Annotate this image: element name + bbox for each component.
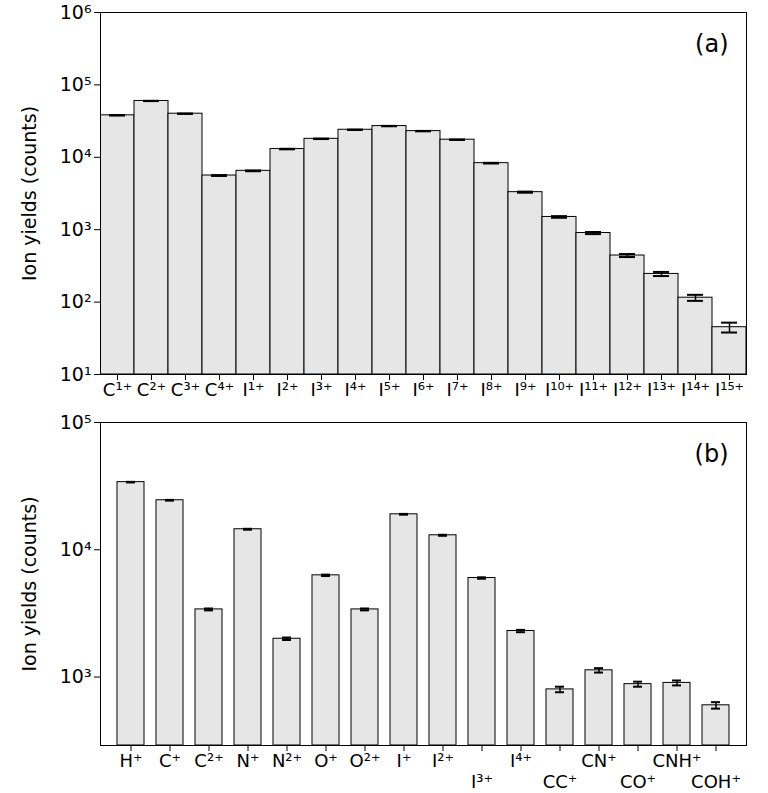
svg-text:COH⁺: COH⁺ [691, 771, 741, 792]
svg-text:C²⁺: C²⁺ [137, 379, 166, 400]
svg-text:I⁸⁺: I⁸⁺ [480, 379, 502, 400]
svg-text:C⁺: C⁺ [159, 750, 181, 771]
svg-text:CO⁺: CO⁺ [620, 771, 656, 792]
svg-text:I¹⁺: I¹⁺ [242, 379, 264, 400]
svg-text:I⁶⁺: I⁶⁺ [412, 379, 434, 400]
svg-text:O²⁺: O²⁺ [350, 750, 381, 771]
svg-text:C²⁺: C²⁺ [194, 750, 223, 771]
svg-text:(a): (a) [695, 30, 728, 58]
svg-text:I⁴⁺: I⁴⁺ [344, 379, 366, 400]
svg-text:Ion yields (counts): Ion yields (counts) [18, 496, 40, 671]
svg-text:I⁷⁺: I⁷⁺ [446, 379, 468, 400]
svg-text:C³⁺: C³⁺ [171, 379, 200, 400]
svg-text:C⁴⁺: C⁴⁺ [205, 379, 234, 400]
svg-text:10¹: 10¹ [60, 363, 92, 385]
svg-text:I¹²⁺: I¹²⁺ [613, 379, 642, 400]
svg-text:I⁹⁺: I⁹⁺ [514, 379, 536, 400]
svg-text:10⁴: 10⁴ [60, 538, 92, 560]
svg-text:N²⁺: N²⁺ [272, 750, 302, 771]
svg-text:10³: 10³ [60, 665, 92, 687]
svg-text:10³: 10³ [60, 218, 92, 240]
svg-text:10⁵: 10⁵ [60, 411, 92, 433]
svg-text:CC⁺: CC⁺ [543, 771, 578, 792]
svg-text:CNH⁺: CNH⁺ [652, 750, 701, 771]
svg-text:C¹⁺: C¹⁺ [103, 379, 132, 400]
svg-text:Ion yields (counts): Ion yields (counts) [18, 106, 40, 281]
svg-text:CN⁺: CN⁺ [581, 750, 617, 771]
svg-text:I⁴⁺: I⁴⁺ [510, 750, 532, 771]
svg-text:O⁺: O⁺ [314, 750, 338, 771]
svg-text:I¹⁴⁺: I¹⁴⁺ [681, 379, 710, 400]
svg-text:10⁴: 10⁴ [60, 145, 92, 167]
svg-text:I³⁺: I³⁺ [310, 379, 332, 400]
svg-text:I⁺: I⁺ [397, 750, 412, 771]
svg-text:10⁶: 10⁶ [60, 1, 92, 23]
svg-text:(b): (b) [695, 440, 729, 468]
svg-text:I¹⁵⁺: I¹⁵⁺ [715, 379, 744, 400]
svg-text:I³⁺: I³⁺ [471, 771, 493, 792]
svg-text:I¹⁰⁺: I¹⁰⁺ [545, 379, 574, 400]
svg-text:I¹¹⁺: I¹¹⁺ [579, 379, 608, 400]
svg-text:H⁺: H⁺ [119, 750, 142, 771]
svg-text:I²⁺: I²⁺ [276, 379, 298, 400]
svg-text:10²: 10² [60, 290, 92, 312]
svg-text:I²⁺: I²⁺ [432, 750, 454, 771]
svg-text:N⁺: N⁺ [237, 750, 260, 771]
svg-text:10⁵: 10⁵ [60, 73, 92, 95]
svg-text:I¹³⁺: I¹³⁺ [647, 379, 676, 400]
svg-text:I⁵⁺: I⁵⁺ [378, 379, 400, 400]
